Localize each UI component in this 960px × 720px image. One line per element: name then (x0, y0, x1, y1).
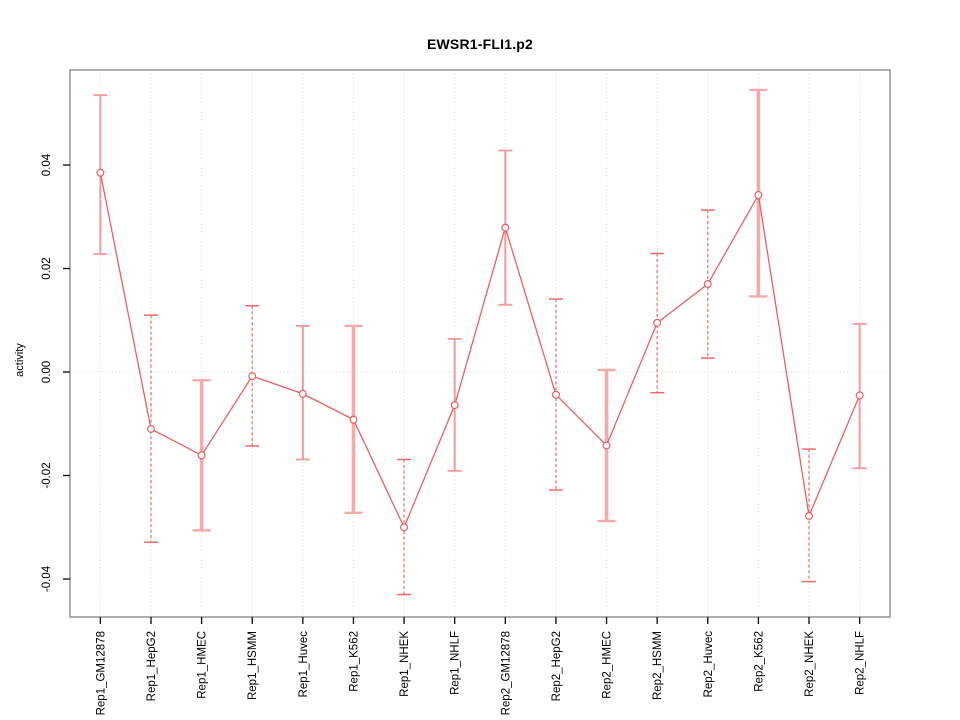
y-axis-tick-label: 0.02 (41, 257, 53, 279)
x-axis-category-label: Rep1_HepG2 (146, 631, 158, 701)
x-axis-category-label: Rep1_NHEK (399, 631, 411, 697)
data-point-marker (248, 372, 257, 381)
x-axis-category-label: Rep2_Huvec (703, 631, 715, 698)
x-axis-category-label: Rep2_GM12878 (500, 631, 512, 715)
x-axis-category-label: Rep2_NHLF (855, 631, 867, 695)
y-axis-tick-label: -0.04 (41, 565, 53, 592)
y-axis-tick-label: 0.04 (41, 153, 53, 176)
plot-frame (69, 69, 891, 618)
x-axis-category-label: Rep2_HSMM (652, 631, 664, 700)
data-point-marker (501, 223, 510, 232)
data-point-marker (96, 168, 105, 177)
chart-title: EWSR1-FLI1.p2 (426, 36, 534, 52)
x-axis-category-label: Rep2_K562 (753, 631, 765, 692)
x-axis-category-label: Rep1_HMEC (197, 631, 209, 699)
x-axis-category-label: Rep1_Huvec (298, 631, 310, 698)
x-axis-category-label: Rep2_HepG2 (551, 631, 563, 701)
x-axis-category-label: Rep2_HMEC (602, 631, 614, 699)
x-axis-category-label: Rep1_HSMM (247, 631, 259, 700)
data-point-marker (551, 390, 560, 399)
data-point-marker (855, 391, 864, 400)
y-axis-tick-label: 0.00 (41, 361, 53, 383)
x-axis-category-label: Rep1_K562 (348, 631, 360, 692)
data-point-marker (754, 191, 763, 200)
data-point-marker (602, 441, 611, 450)
y-axis-tick-label: -0.02 (41, 462, 53, 488)
data-point-marker (298, 389, 307, 398)
series-line (99, 172, 861, 529)
data-point-marker (805, 511, 814, 520)
data-point-marker (146, 424, 155, 433)
x-axis-category-label: Rep1_NHLF (450, 631, 462, 695)
data-point-marker (197, 451, 206, 460)
data-point-marker (703, 280, 712, 289)
data-point-marker (653, 318, 662, 327)
data-point-marker (400, 523, 409, 532)
x-axis-category-label: Rep2_NHEK (804, 631, 816, 697)
data-point-marker (349, 415, 358, 424)
data-point-marker (450, 401, 459, 410)
x-axis-category-label: Rep1_GM12878 (95, 631, 107, 715)
